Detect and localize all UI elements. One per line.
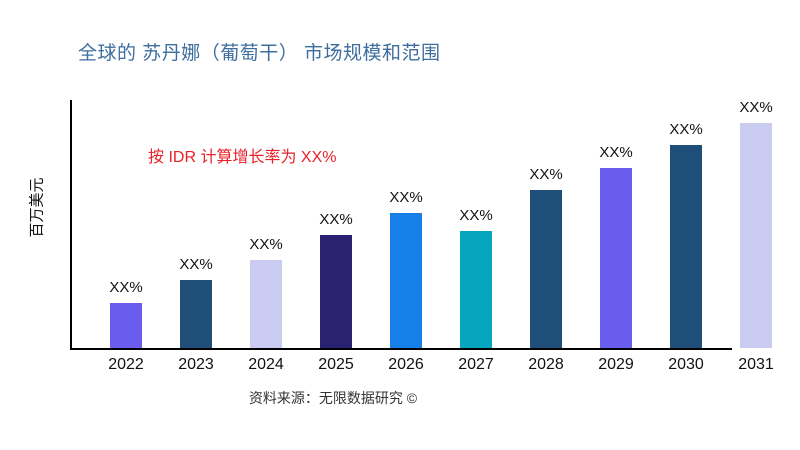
bar-2022 — [110, 303, 142, 348]
bar-2027 — [460, 231, 492, 348]
x-tick-2025: 2025 — [318, 356, 354, 373]
x-tick-2022: 2022 — [108, 356, 144, 373]
x-tick-2030: 2030 — [668, 356, 704, 373]
bar-2025 — [320, 235, 352, 348]
bar-2029 — [600, 168, 632, 348]
bar-2028 — [530, 190, 562, 348]
y-axis-line — [70, 100, 72, 350]
bar-2031 — [740, 123, 772, 348]
x-tick-2031: 2031 — [738, 356, 774, 373]
bar-value-label-2029: XX% — [599, 144, 633, 161]
growth-rate-annotation: 按 IDR 计算增长率为 XX% — [148, 149, 337, 166]
bar-2024 — [250, 260, 282, 348]
bar-value-label-2031: XX% — [739, 99, 773, 116]
x-tick-2023: 2023 — [178, 356, 214, 373]
x-axis-line — [70, 348, 732, 350]
bar-2030 — [670, 145, 702, 348]
x-tick-2026: 2026 — [388, 356, 424, 373]
bar-2023 — [180, 280, 212, 348]
bar-value-label-2027: XX% — [459, 207, 493, 224]
bar-2026 — [390, 213, 422, 348]
y-axis-label: 百万美元 — [28, 177, 46, 238]
source-note: 资料来源：无限数据研究 © — [248, 390, 418, 406]
bar-value-label-2030: XX% — [669, 121, 703, 138]
x-tick-2028: 2028 — [528, 356, 564, 373]
x-tick-2029: 2029 — [598, 356, 634, 373]
bar-value-label-2024: XX% — [249, 236, 283, 253]
bar-value-label-2022: XX% — [109, 279, 143, 296]
x-tick-2027: 2027 — [458, 356, 494, 373]
chart-title: 全球的 苏丹娜（葡萄干） 市场规模和范围 — [78, 43, 441, 64]
bar-value-label-2026: XX% — [389, 189, 423, 206]
bar-value-label-2025: XX% — [319, 211, 353, 228]
bar-value-label-2028: XX% — [529, 166, 563, 183]
bar-value-label-2023: XX% — [179, 256, 213, 273]
x-tick-2024: 2024 — [248, 356, 284, 373]
